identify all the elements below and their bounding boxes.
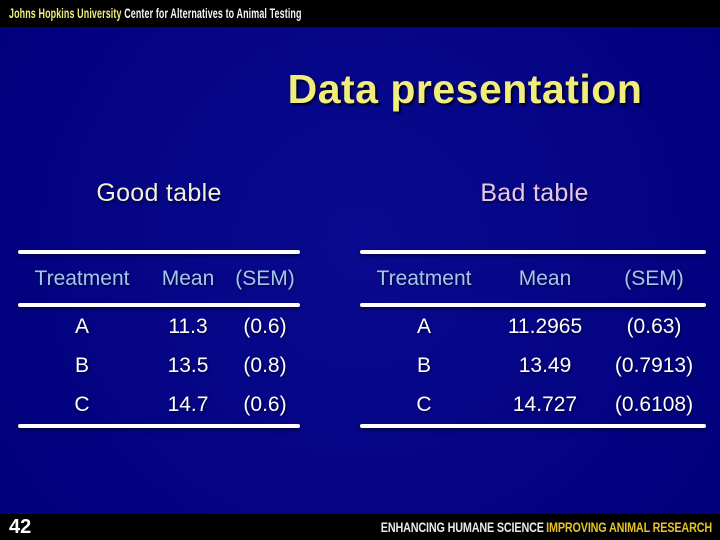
bad-table: Treatment Mean (SEM) A 11.2965 (0.63) B … <box>360 250 706 428</box>
slide-title: Data presentation <box>287 66 643 112</box>
table-row: C 14.7 (0.6) <box>18 385 300 424</box>
bad-table-header-row: Treatment Mean (SEM) <box>360 254 706 303</box>
cell-sem: (0.6108) <box>614 392 694 416</box>
banner-center-name: Center for Alternatives to Animal Testin… <box>124 6 302 21</box>
cell-mean: 13.49 <box>518 353 572 377</box>
bad-table-heading: Bad table <box>480 179 589 207</box>
cell-sem: (0.7913) <box>614 353 694 377</box>
footer-tagline-white: ENHANCING HUMANE SCIENCE <box>380 519 544 535</box>
bad-table-rule-top <box>360 250 706 254</box>
cell-sem: (0.63) <box>626 314 682 338</box>
good-table-rule-mid <box>18 303 300 307</box>
bad-table-rule-bottom <box>360 424 706 428</box>
cell-treatment: B <box>416 353 431 377</box>
cell-mean: 13.5 <box>167 353 209 377</box>
good-table-rule-bottom <box>18 424 300 428</box>
cell-mean: 11.3 <box>168 314 208 338</box>
banner-university-name: Johns Hopkins University <box>9 6 122 21</box>
cell-treatment: A <box>416 314 431 338</box>
bad-table-col-treatment: Treatment <box>376 266 472 290</box>
banner-text: Johns Hopkins University Center for Alte… <box>9 6 302 21</box>
good-table-col-sem: (SEM) <box>235 266 295 290</box>
footer-tagline-yellow: IMPROVING ANIMAL RESEARCH <box>546 519 712 535</box>
cell-treatment: C <box>416 392 432 416</box>
cell-sem: (0.6) <box>243 392 287 416</box>
cell-sem: (0.8) <box>243 353 287 377</box>
cell-mean: 14.7 <box>167 392 209 416</box>
cell-mean: 11.2965 <box>507 314 583 338</box>
top-banner: Johns Hopkins University Center for Alte… <box>0 0 720 27</box>
cell-treatment: A <box>74 314 89 338</box>
footer-bar: 42 ENHANCING HUMANE SCIENCE IMPROVING ANI… <box>0 514 720 540</box>
good-table-header-row: Treatment Mean (SEM) <box>18 254 300 303</box>
slide-number: 42 <box>9 515 32 538</box>
good-table-col-treatment: Treatment <box>34 266 130 290</box>
good-table-heading: Good table <box>96 179 222 207</box>
footer-tagline: ENHANCING HUMANE SCIENCE IMPROVING ANIMAL… <box>381 520 712 535</box>
good-table-rule-top <box>18 250 300 254</box>
table-row: B 13.49 (0.7913) <box>360 346 706 385</box>
bad-table-col-sem: (SEM) <box>624 266 684 290</box>
good-table: Treatment Mean (SEM) A 11.3 (0.6) B 13.5… <box>18 250 300 428</box>
table-row: A 11.3 (0.6) <box>18 307 300 346</box>
table-row: A 11.2965 (0.63) <box>360 307 706 346</box>
bad-table-rule-mid <box>360 303 706 307</box>
cell-treatment: C <box>74 392 90 416</box>
table-row: B 13.5 (0.8) <box>18 346 300 385</box>
good-table-col-mean: Mean <box>161 266 215 290</box>
bad-table-col-mean: Mean <box>518 266 572 290</box>
cell-mean: 14.727 <box>512 392 578 416</box>
cell-treatment: B <box>74 353 89 377</box>
table-row: C 14.727 (0.6108) <box>360 385 706 424</box>
cell-sem: (0.6) <box>243 314 287 338</box>
